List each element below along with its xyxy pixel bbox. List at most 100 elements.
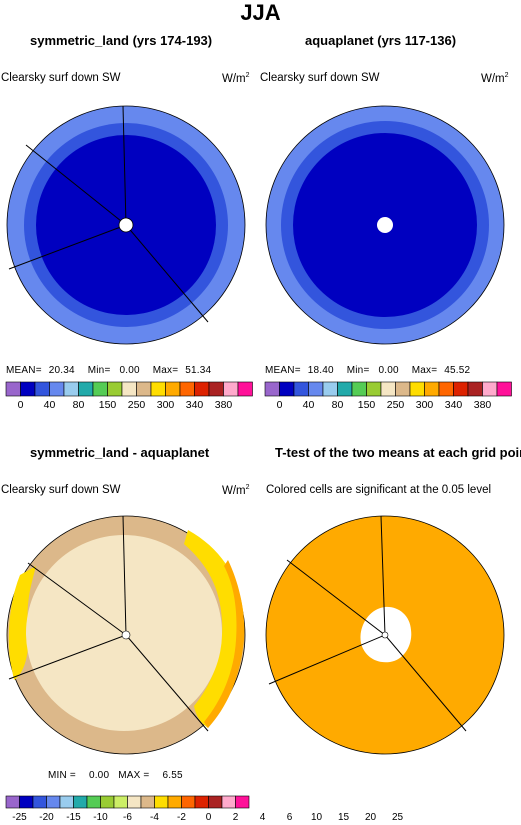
variable-label-symmetric-land: Clearsky surf down SW — [1, 72, 121, 84]
colorbar-cell — [113, 795, 128, 809]
min-value: 0.00 — [378, 365, 399, 376]
min-value: 0.00 — [119, 365, 140, 376]
colorbar-cell — [395, 381, 411, 397]
min-label: Min= — [87, 365, 111, 376]
continent-boundary — [286, 559, 386, 636]
colorbar-tick-label: 20 — [365, 812, 377, 823]
variable-label-aquaplanet: Clearsky surf down SW — [260, 72, 380, 84]
colorbar-labels-symmetric-land: 0 40 80 150 250 300 340 380 — [18, 399, 233, 411]
colorbar-tick-label: -4 — [150, 812, 159, 823]
max-value: 6.55 — [162, 770, 183, 781]
colorbar-cell — [150, 381, 166, 397]
units-label-symmetric-land: W/m2 — [222, 72, 250, 85]
continent-boundary — [122, 515, 127, 636]
colorbar-tick-label: 4 — [260, 812, 266, 823]
units-exponent: 2 — [504, 72, 509, 79]
panel-title-aquaplanet: aquaplanet (yrs 117-136) — [305, 33, 457, 48]
colorbar-cell — [165, 381, 181, 397]
colorbar-cell — [438, 381, 454, 397]
colorbar-cell — [127, 795, 142, 809]
continent-boundary — [8, 634, 127, 680]
continent-boundary — [380, 515, 386, 636]
units-exponent: 2 — [245, 72, 250, 79]
units-base: W/m — [481, 72, 505, 85]
colorbar-cell — [221, 795, 236, 809]
colorbar-tick-label: 80 — [332, 399, 344, 411]
colorbar-cell — [78, 381, 94, 397]
pole-hole — [118, 217, 134, 233]
polar-map-aquaplanet — [265, 105, 505, 345]
continent-boundary — [125, 224, 209, 323]
max-value: 45.52 — [444, 365, 471, 376]
min-label: MIN = — [48, 770, 76, 781]
colorbar-cell — [208, 795, 223, 809]
colorbar-cell — [167, 795, 182, 809]
variable-label-difference: Clearsky surf down SW — [1, 484, 121, 496]
stats-aquaplanet: MEAN= 18.40 Min= 0.00 Max= 45.52 — [265, 365, 470, 376]
colorbar-cell — [351, 381, 367, 397]
colorbar-cell — [424, 381, 440, 397]
panel-title-symmetric-land: symmetric_land (yrs 174-193) — [30, 33, 213, 48]
colorbar-tick-label: -2 — [177, 812, 186, 823]
stats-symmetric-land: MEAN= 20.34 Min= 0.00 Max= 51.34 — [6, 365, 211, 376]
colorbar-tick-label: 150 — [358, 399, 376, 411]
colorbar-cell — [154, 795, 169, 809]
colorbar-cell — [293, 381, 309, 397]
colorbar-cell — [482, 381, 498, 397]
colorbar-cell — [100, 795, 115, 809]
colorbar-cell — [92, 381, 108, 397]
colorbar-cell — [264, 381, 280, 397]
colorbar-cell — [46, 795, 61, 809]
figure-title: JJA — [240, 0, 281, 25]
pole-hole — [121, 630, 131, 640]
colorbar-cell — [308, 381, 324, 397]
colorbar-cell — [107, 381, 123, 397]
colorbar-tick-label: -15 — [66, 812, 81, 823]
colorbar-aquaplanet — [264, 381, 512, 397]
colorbar-tick-label: 0 — [206, 812, 212, 823]
stats-difference: MIN = 0.00 MAX = 6.55 — [48, 770, 183, 781]
colorbar-cell — [140, 795, 155, 809]
colorbar-cell — [49, 381, 65, 397]
colorbar-tick-label: 300 — [157, 399, 175, 411]
colorbar-cell — [409, 381, 425, 397]
colorbar-cell — [322, 381, 338, 397]
units-base: W/m — [222, 72, 246, 85]
colorbar-labels-difference: -25 -20 -15 -10 -6 -4 -2 0 2 4 6 10 15 20 25 — [12, 812, 403, 823]
polar-map-symmetric-land — [6, 105, 246, 345]
colorbar-tick-label: -25 — [12, 812, 27, 823]
colorbar-cell — [235, 795, 250, 809]
colorbar-labels-aquaplanet: 0 40 80 150 250 300 340 380 — [277, 399, 492, 411]
colorbar-tick-label: 150 — [99, 399, 117, 411]
pole-hole — [381, 631, 389, 639]
colorbar-difference — [5, 795, 250, 809]
colorbar-cell — [179, 381, 195, 397]
significance-note: Colored cells are significant at the 0.0… — [266, 484, 492, 496]
colorbar-tick-label: 250 — [128, 399, 146, 411]
colorbar-cell — [19, 795, 34, 809]
colorbar-cell — [181, 795, 196, 809]
continent-boundary — [125, 634, 209, 732]
colorbar-cell — [237, 381, 253, 397]
units-label-aquaplanet: W/m2 — [481, 72, 509, 85]
positive-anomaly-region — [8, 566, 37, 680]
colorbar-tick-label: 10 — [311, 812, 323, 823]
colorbar-cell — [337, 381, 353, 397]
colorbar-cell — [467, 381, 483, 397]
colorbar-cell — [73, 795, 88, 809]
colorbar-cell — [223, 381, 239, 397]
mean-value: 18.40 — [307, 365, 334, 376]
max-label: MAX = — [118, 770, 150, 781]
colorbar-tick-label: 0 — [18, 399, 24, 411]
colorbar-cell — [5, 795, 20, 809]
colorbar-cell — [86, 795, 101, 809]
pole-hole — [377, 217, 393, 233]
colorbar-cell — [194, 381, 210, 397]
max-label: Max= — [411, 365, 438, 376]
colorbar-cell — [496, 381, 512, 397]
colorbar-cell — [20, 381, 36, 397]
colorbar-tick-label: 380 — [474, 399, 492, 411]
colorbar-cell — [194, 795, 209, 809]
colorbar-tick-label: 6 — [287, 812, 293, 823]
